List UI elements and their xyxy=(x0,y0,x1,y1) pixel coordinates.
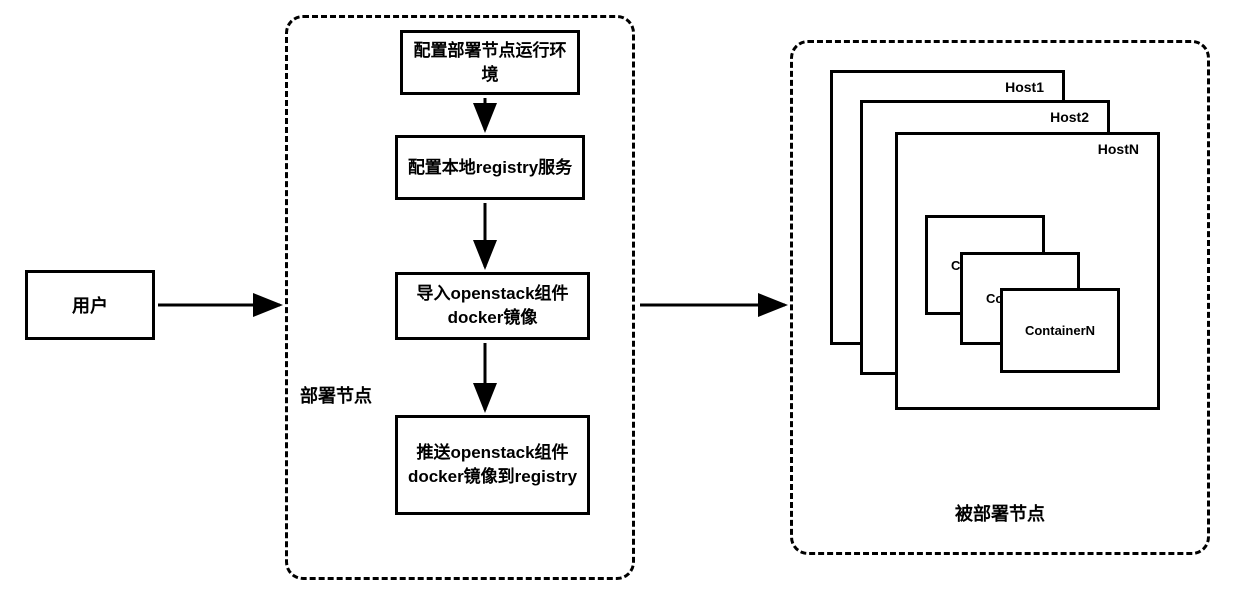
step-box-2: 导入openstack组件docker镜像 xyxy=(395,272,590,340)
user-label: 用户 xyxy=(72,292,108,318)
step-box-1: 配置本地registry服务 xyxy=(395,135,585,200)
host-label-0: Host1 xyxy=(1005,79,1044,95)
user-box: 用户 xyxy=(25,270,155,340)
host-label-2: HostN xyxy=(1098,141,1139,157)
step-box-3: 推送openstack组件docker镜像到registry xyxy=(395,415,590,515)
host-label-1: Host2 xyxy=(1050,109,1089,125)
deployed-node-label: 被部署节点 xyxy=(955,500,1045,526)
step-box-0: 配置部署节点运行环境 xyxy=(400,30,580,95)
container-box-2: ContainerN xyxy=(1000,288,1120,373)
deploy-node-label: 部署节点 xyxy=(300,382,372,408)
